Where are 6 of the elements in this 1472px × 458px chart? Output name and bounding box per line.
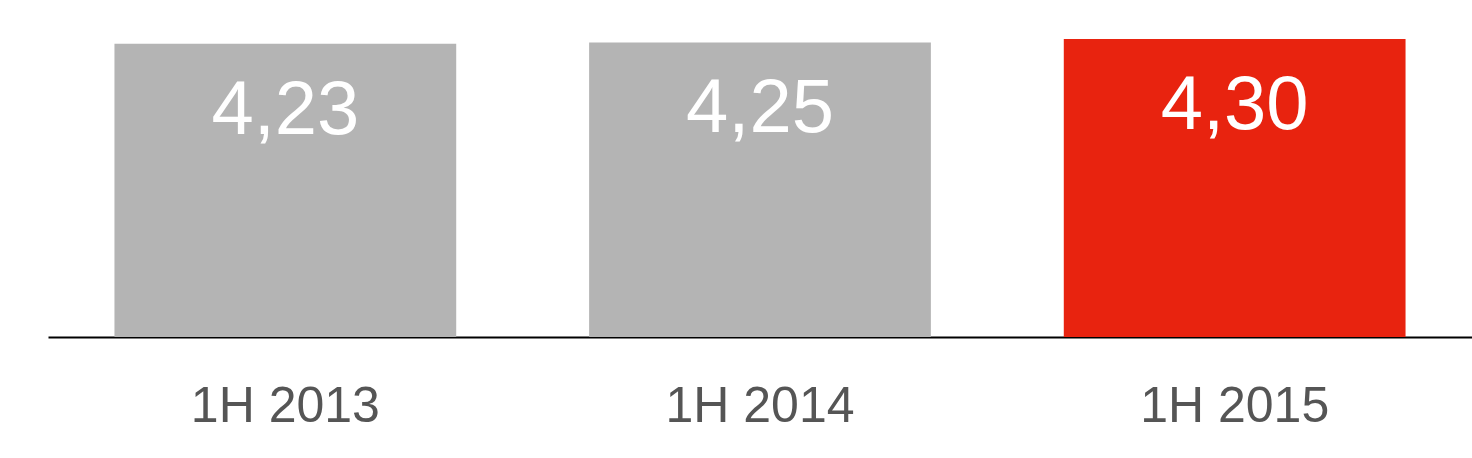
data-label: 4,30	[1160, 60, 1309, 145]
data-label: 4,25	[686, 63, 834, 149]
x-tick-label: 1H 2014	[665, 376, 855, 433]
x-tick-label: 1H 2013	[190, 376, 380, 433]
x-tick-label: 1H 2015	[1140, 376, 1330, 433]
data-label: 4,23	[211, 64, 360, 150]
